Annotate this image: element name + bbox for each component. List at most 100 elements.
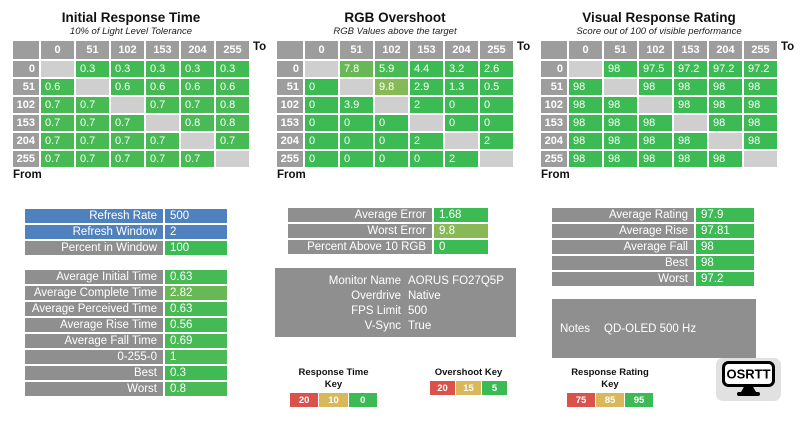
heatmap-cell: 0	[340, 115, 373, 131]
summary-label: Average Error	[288, 208, 432, 222]
heatmap-column-header: 255	[744, 41, 777, 59]
heatmap-diagonal-cell	[744, 151, 777, 167]
summary-value: 0.8	[165, 382, 227, 396]
heatmap-column-header: 51	[604, 41, 637, 59]
heatmap-cell: 5.9	[375, 61, 408, 77]
heatmap-cell: 98	[604, 97, 637, 113]
heatmap-column-header: 0	[569, 41, 602, 59]
heatmap-cell: 0.6	[111, 79, 144, 95]
axis-from-label: From	[277, 169, 306, 181]
heatmap-cell: 98	[569, 151, 602, 167]
heatmap-cell: 9.8	[375, 79, 408, 95]
summary-label: Average Rise Time	[25, 318, 163, 332]
heatmap-cell: 0	[305, 133, 338, 149]
heatmap-column-header: 0	[305, 41, 338, 59]
heatmap-cell: 0.3	[181, 61, 214, 77]
heatmap-column-header: 51	[76, 41, 109, 59]
heatmap-row-label: 0	[13, 61, 39, 77]
heatmap-cell: 98	[569, 115, 602, 131]
heatmap-diagonal-cell	[181, 133, 214, 149]
heatmap-cell: 0	[445, 115, 478, 131]
heatmap-cell: 0.7	[111, 133, 144, 149]
heatmap-cell: 0.7	[41, 133, 74, 149]
axis-to-label: To	[517, 41, 531, 53]
heatmap-cell: 0.6	[216, 79, 249, 95]
heatmap-cell: 2.6	[480, 61, 513, 77]
heatmap-cell: 0.7	[181, 97, 214, 113]
summary-value: 9.8	[434, 224, 488, 238]
heatmap-diagonal-cell	[674, 115, 707, 131]
heatmap-cell: 2	[410, 133, 443, 149]
heatmap-cell: 0.8	[216, 97, 249, 113]
summary-label: Average Rise	[552, 224, 694, 238]
heatmap-cell: 0.7	[76, 115, 109, 131]
summary-label: Worst	[25, 382, 163, 396]
summary-value: 97.9	[696, 208, 754, 222]
heatmap-cell: 98	[639, 151, 672, 167]
summary-value: 0.63	[165, 270, 227, 284]
summary-value: 97.81	[696, 224, 754, 238]
heatmap-cell: 98	[639, 115, 672, 131]
heatmap-cell: 0.3	[111, 61, 144, 77]
heatmap-cell: 0	[305, 79, 338, 95]
heatmap-diagonal-cell	[41, 61, 74, 77]
heatmap-cell: 0.8	[216, 115, 249, 131]
heatmap-cell: 98	[639, 79, 672, 95]
heatmap-cell: 0	[480, 115, 513, 131]
summary-value: 1	[165, 350, 227, 364]
heatmap-cell: 0.7	[146, 151, 179, 167]
heatmap-cell: 0.6	[146, 79, 179, 95]
summary-label: Worst	[552, 272, 694, 286]
heatmap-row-label: 102	[541, 97, 567, 113]
heatmap-cell: 98	[639, 133, 672, 149]
heatmap-column-header: 204	[445, 41, 478, 59]
heatmap-cell: 97.2	[709, 61, 742, 77]
heatmap-column-header: 102	[639, 41, 672, 59]
axis-from-label: From	[541, 169, 570, 181]
summary-label: 0-255-0	[25, 350, 163, 364]
axis-to-label: To	[253, 41, 267, 53]
heatmap-cell: 2	[445, 151, 478, 167]
heatmap-rgb-overshoot: RGB Overshoot RGB Values above the targe…	[277, 10, 530, 181]
heatmap-cell: 0.7	[41, 115, 74, 131]
heatmap-cell: 2	[410, 97, 443, 113]
heatmap-cell: 98	[604, 61, 637, 77]
summary-label: Worst Error	[288, 224, 432, 238]
heatmap-cell: 0.7	[76, 133, 109, 149]
heatmap-diagonal-cell	[340, 79, 373, 95]
heatmap-cell: 0.6	[181, 79, 214, 95]
heatmap-cell: 0.7	[76, 97, 109, 113]
heatmap-diagonal-cell	[111, 97, 144, 113]
key-segment-green: 95	[625, 393, 653, 407]
summary-value: 100	[165, 241, 227, 255]
heatmap-cell: 0	[340, 151, 373, 167]
heatmap-cell: 98	[744, 115, 777, 131]
heatmap-cell: 0.8	[181, 115, 214, 131]
heatmap-corner-cell	[277, 41, 303, 59]
heatmap-column-header: 51	[340, 41, 373, 59]
heatmap-cell: 98	[674, 133, 707, 149]
info-value: 500	[408, 304, 428, 317]
info-value: True	[408, 319, 432, 332]
key-segment-red: 75	[567, 393, 595, 407]
heatmap-cell: 0.3	[216, 61, 249, 77]
logo-text: OSRTT	[726, 367, 770, 382]
heatmap-subtitle: Score out of 100 of visible performance	[576, 26, 742, 37]
heatmap-diagonal-cell	[76, 79, 109, 95]
heatmap-visual-response-rating: Visual Response Rating Score out of 100 …	[541, 10, 794, 181]
heatmap-cell: 97.2	[744, 61, 777, 77]
heatmap-column-header: 204	[709, 41, 742, 59]
heatmap-cell: 0.7	[181, 151, 214, 167]
heatmap-cell: 0.7	[146, 97, 179, 113]
heatmap-title: RGB Overshoot	[344, 10, 446, 25]
summary-label: Refresh Window	[25, 225, 163, 239]
heatmap-cell: 0.7	[146, 133, 179, 149]
overshoot-key: Overshoot Key 20 15 5	[430, 367, 507, 395]
heatmap-diagonal-cell	[146, 115, 179, 131]
heatmap-row-label: 51	[277, 79, 303, 95]
heatmap-row-label: 204	[13, 133, 39, 149]
heatmap-cell: 98	[569, 97, 602, 113]
heatmap-diagonal-cell	[216, 151, 249, 167]
heatmap-cell: 98	[569, 79, 602, 95]
summary-value: 2	[165, 225, 227, 239]
